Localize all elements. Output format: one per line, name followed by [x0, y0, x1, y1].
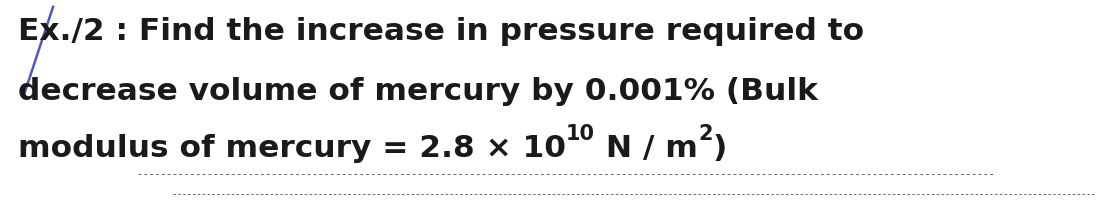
- Text: Ex./2 : Find the increase in pressure required to: Ex./2 : Find the increase in pressure re…: [18, 17, 864, 46]
- Text: ): ): [713, 134, 727, 163]
- Text: 10: 10: [566, 124, 594, 144]
- Text: decrease volume of mercury by 0.001% (Bulk: decrease volume of mercury by 0.001% (Bu…: [18, 77, 818, 106]
- Text: modulus of mercury = 2.8 × 10: modulus of mercury = 2.8 × 10: [18, 134, 566, 163]
- Text: 2: 2: [698, 124, 713, 144]
- Text: N / m: N / m: [594, 134, 698, 163]
